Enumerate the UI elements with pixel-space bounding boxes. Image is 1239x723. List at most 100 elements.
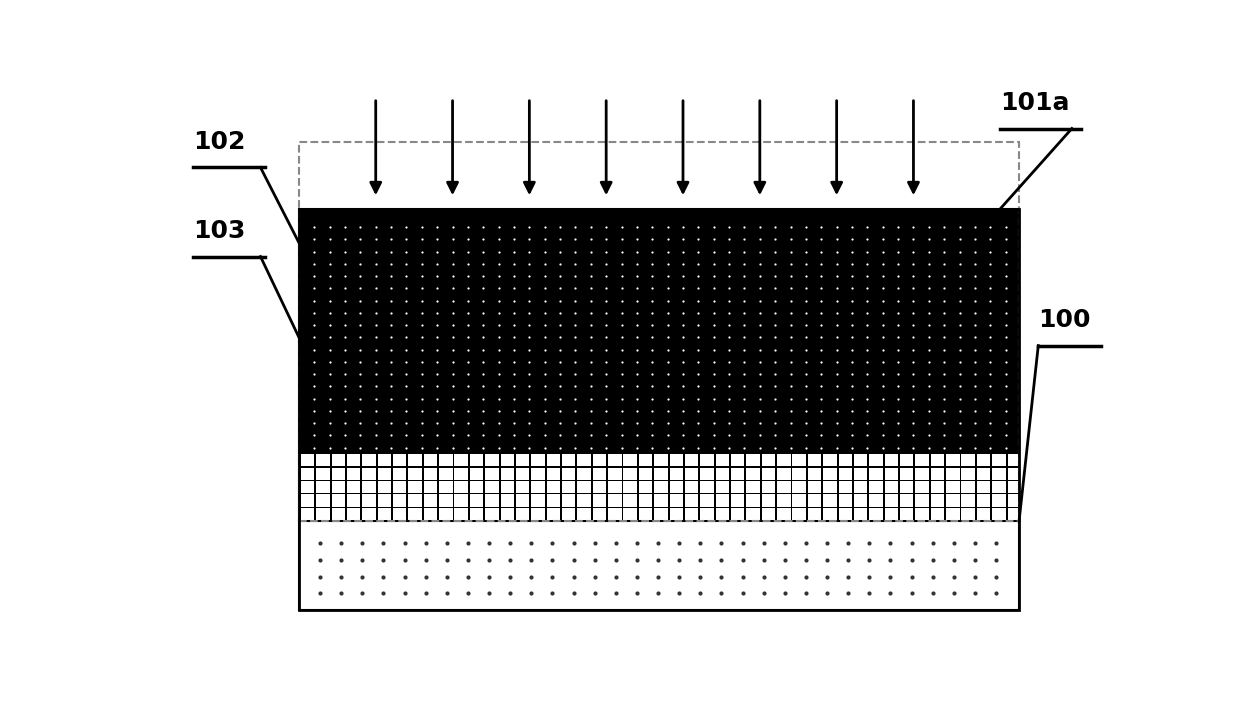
Bar: [746, 481, 760, 493]
Bar: [424, 468, 437, 480]
Bar: [961, 481, 975, 493]
Bar: [777, 481, 790, 493]
Bar: [716, 495, 729, 507]
Bar: [316, 454, 330, 466]
Text: 100: 100: [1038, 308, 1090, 332]
Bar: [961, 508, 975, 520]
Bar: [501, 508, 514, 520]
Bar: [409, 495, 421, 507]
Bar: [455, 481, 468, 493]
Bar: [378, 454, 392, 466]
Bar: [639, 454, 652, 466]
Bar: [992, 481, 1006, 493]
Bar: [700, 468, 714, 480]
Bar: [700, 454, 714, 466]
Bar: [515, 468, 529, 480]
Bar: [777, 468, 790, 480]
Bar: [762, 454, 776, 466]
Bar: [546, 495, 560, 507]
Bar: [470, 468, 483, 480]
Bar: [746, 508, 760, 520]
Bar: [532, 495, 545, 507]
Bar: [592, 508, 606, 520]
Text: 101a: 101a: [1000, 90, 1069, 114]
Bar: [669, 508, 683, 520]
Bar: [639, 481, 652, 493]
Bar: [777, 454, 790, 466]
Bar: [362, 508, 375, 520]
Bar: [439, 495, 452, 507]
Bar: [623, 481, 637, 493]
Bar: [332, 481, 344, 493]
Bar: [424, 508, 437, 520]
Bar: [900, 481, 913, 493]
Bar: [532, 454, 545, 466]
Bar: [332, 508, 344, 520]
Bar: [870, 481, 882, 493]
Bar: [639, 468, 652, 480]
Bar: [685, 454, 699, 466]
Bar: [916, 481, 929, 493]
Bar: [777, 495, 790, 507]
Bar: [563, 508, 575, 520]
Bar: [409, 468, 421, 480]
Bar: [623, 468, 637, 480]
Bar: [1007, 495, 1021, 507]
Bar: [731, 495, 745, 507]
Bar: [378, 481, 392, 493]
Bar: [916, 508, 929, 520]
Bar: [992, 454, 1006, 466]
Bar: [546, 508, 560, 520]
Bar: [378, 495, 392, 507]
Bar: [746, 495, 760, 507]
Bar: [762, 481, 776, 493]
Bar: [870, 495, 882, 507]
Bar: [930, 481, 944, 493]
Bar: [486, 495, 498, 507]
Bar: [455, 468, 468, 480]
Bar: [332, 495, 344, 507]
Bar: [808, 508, 821, 520]
Bar: [654, 454, 668, 466]
Bar: [577, 508, 591, 520]
Bar: [961, 495, 975, 507]
Bar: [916, 468, 929, 480]
Bar: [592, 468, 606, 480]
Bar: [608, 495, 622, 507]
Bar: [470, 454, 483, 466]
Bar: [501, 481, 514, 493]
Bar: [515, 481, 529, 493]
Bar: [976, 481, 990, 493]
Bar: [762, 495, 776, 507]
Bar: [947, 468, 959, 480]
Bar: [608, 468, 622, 480]
Bar: [961, 454, 975, 466]
Bar: [947, 508, 959, 520]
Bar: [916, 495, 929, 507]
Bar: [808, 454, 821, 466]
Bar: [900, 495, 913, 507]
Bar: [731, 468, 745, 480]
Bar: [455, 454, 468, 466]
Bar: [439, 508, 452, 520]
Bar: [854, 468, 867, 480]
Bar: [301, 495, 315, 507]
Bar: [654, 481, 668, 493]
Bar: [470, 508, 483, 520]
Bar: [823, 454, 836, 466]
Bar: [299, 209, 1018, 610]
Bar: [1007, 481, 1021, 493]
Bar: [362, 468, 375, 480]
Bar: [976, 468, 990, 480]
Bar: [455, 495, 468, 507]
Bar: [854, 508, 867, 520]
Bar: [608, 454, 622, 466]
Bar: [854, 454, 867, 466]
Bar: [793, 508, 805, 520]
Bar: [515, 454, 529, 466]
Bar: [654, 468, 668, 480]
Bar: [947, 481, 959, 493]
Bar: [393, 481, 406, 493]
Bar: [900, 468, 913, 480]
Bar: [639, 508, 652, 520]
